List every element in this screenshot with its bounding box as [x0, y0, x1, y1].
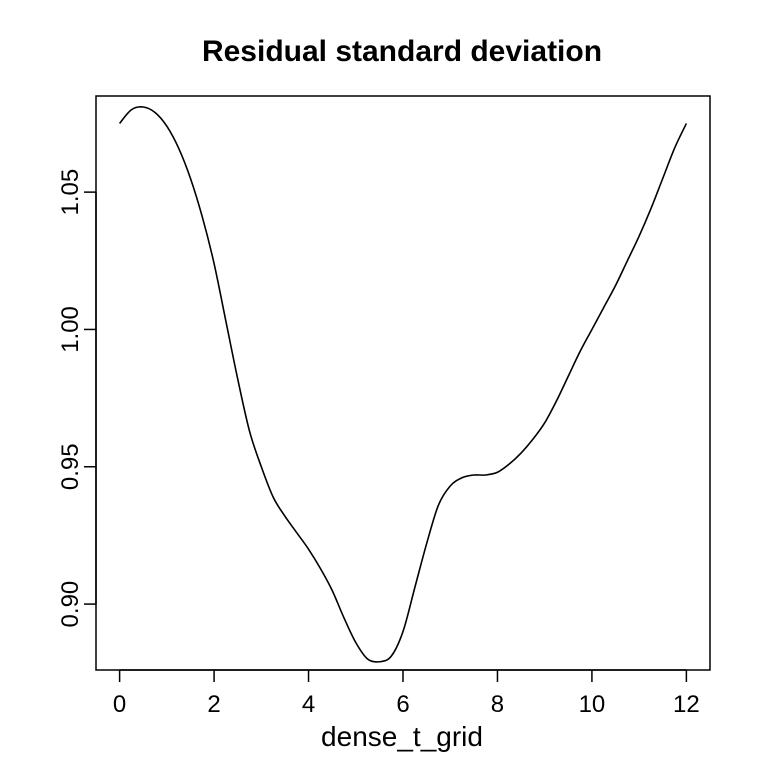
- x-tick-label: 8: [491, 691, 504, 718]
- x-tick-label: 12: [673, 691, 700, 718]
- y-tick-label: 0.95: [57, 443, 84, 490]
- x-axis-label: dense_t_grid: [321, 721, 483, 752]
- series-layer: [118, 106, 688, 663]
- series-line-0: [118, 106, 688, 663]
- y-tick-label: 1.00: [57, 306, 84, 353]
- x-axis: 0 2 4 6 8 10 12: [113, 669, 700, 718]
- y-tick-label: 1.05: [57, 169, 84, 216]
- y-axis: 0.90 0.95 1.00 1.05: [57, 169, 97, 628]
- chart-title: Residual standard deviation: [202, 35, 602, 68]
- y-tick-label: 0.90: [57, 581, 84, 628]
- x-tick-label: 4: [302, 691, 315, 718]
- x-tick-label: 2: [207, 691, 220, 718]
- plot-frame: [95, 95, 711, 671]
- x-tick-label: 0: [113, 691, 126, 718]
- x-tick-label: 10: [579, 691, 606, 718]
- x-tick-label: 6: [396, 691, 409, 718]
